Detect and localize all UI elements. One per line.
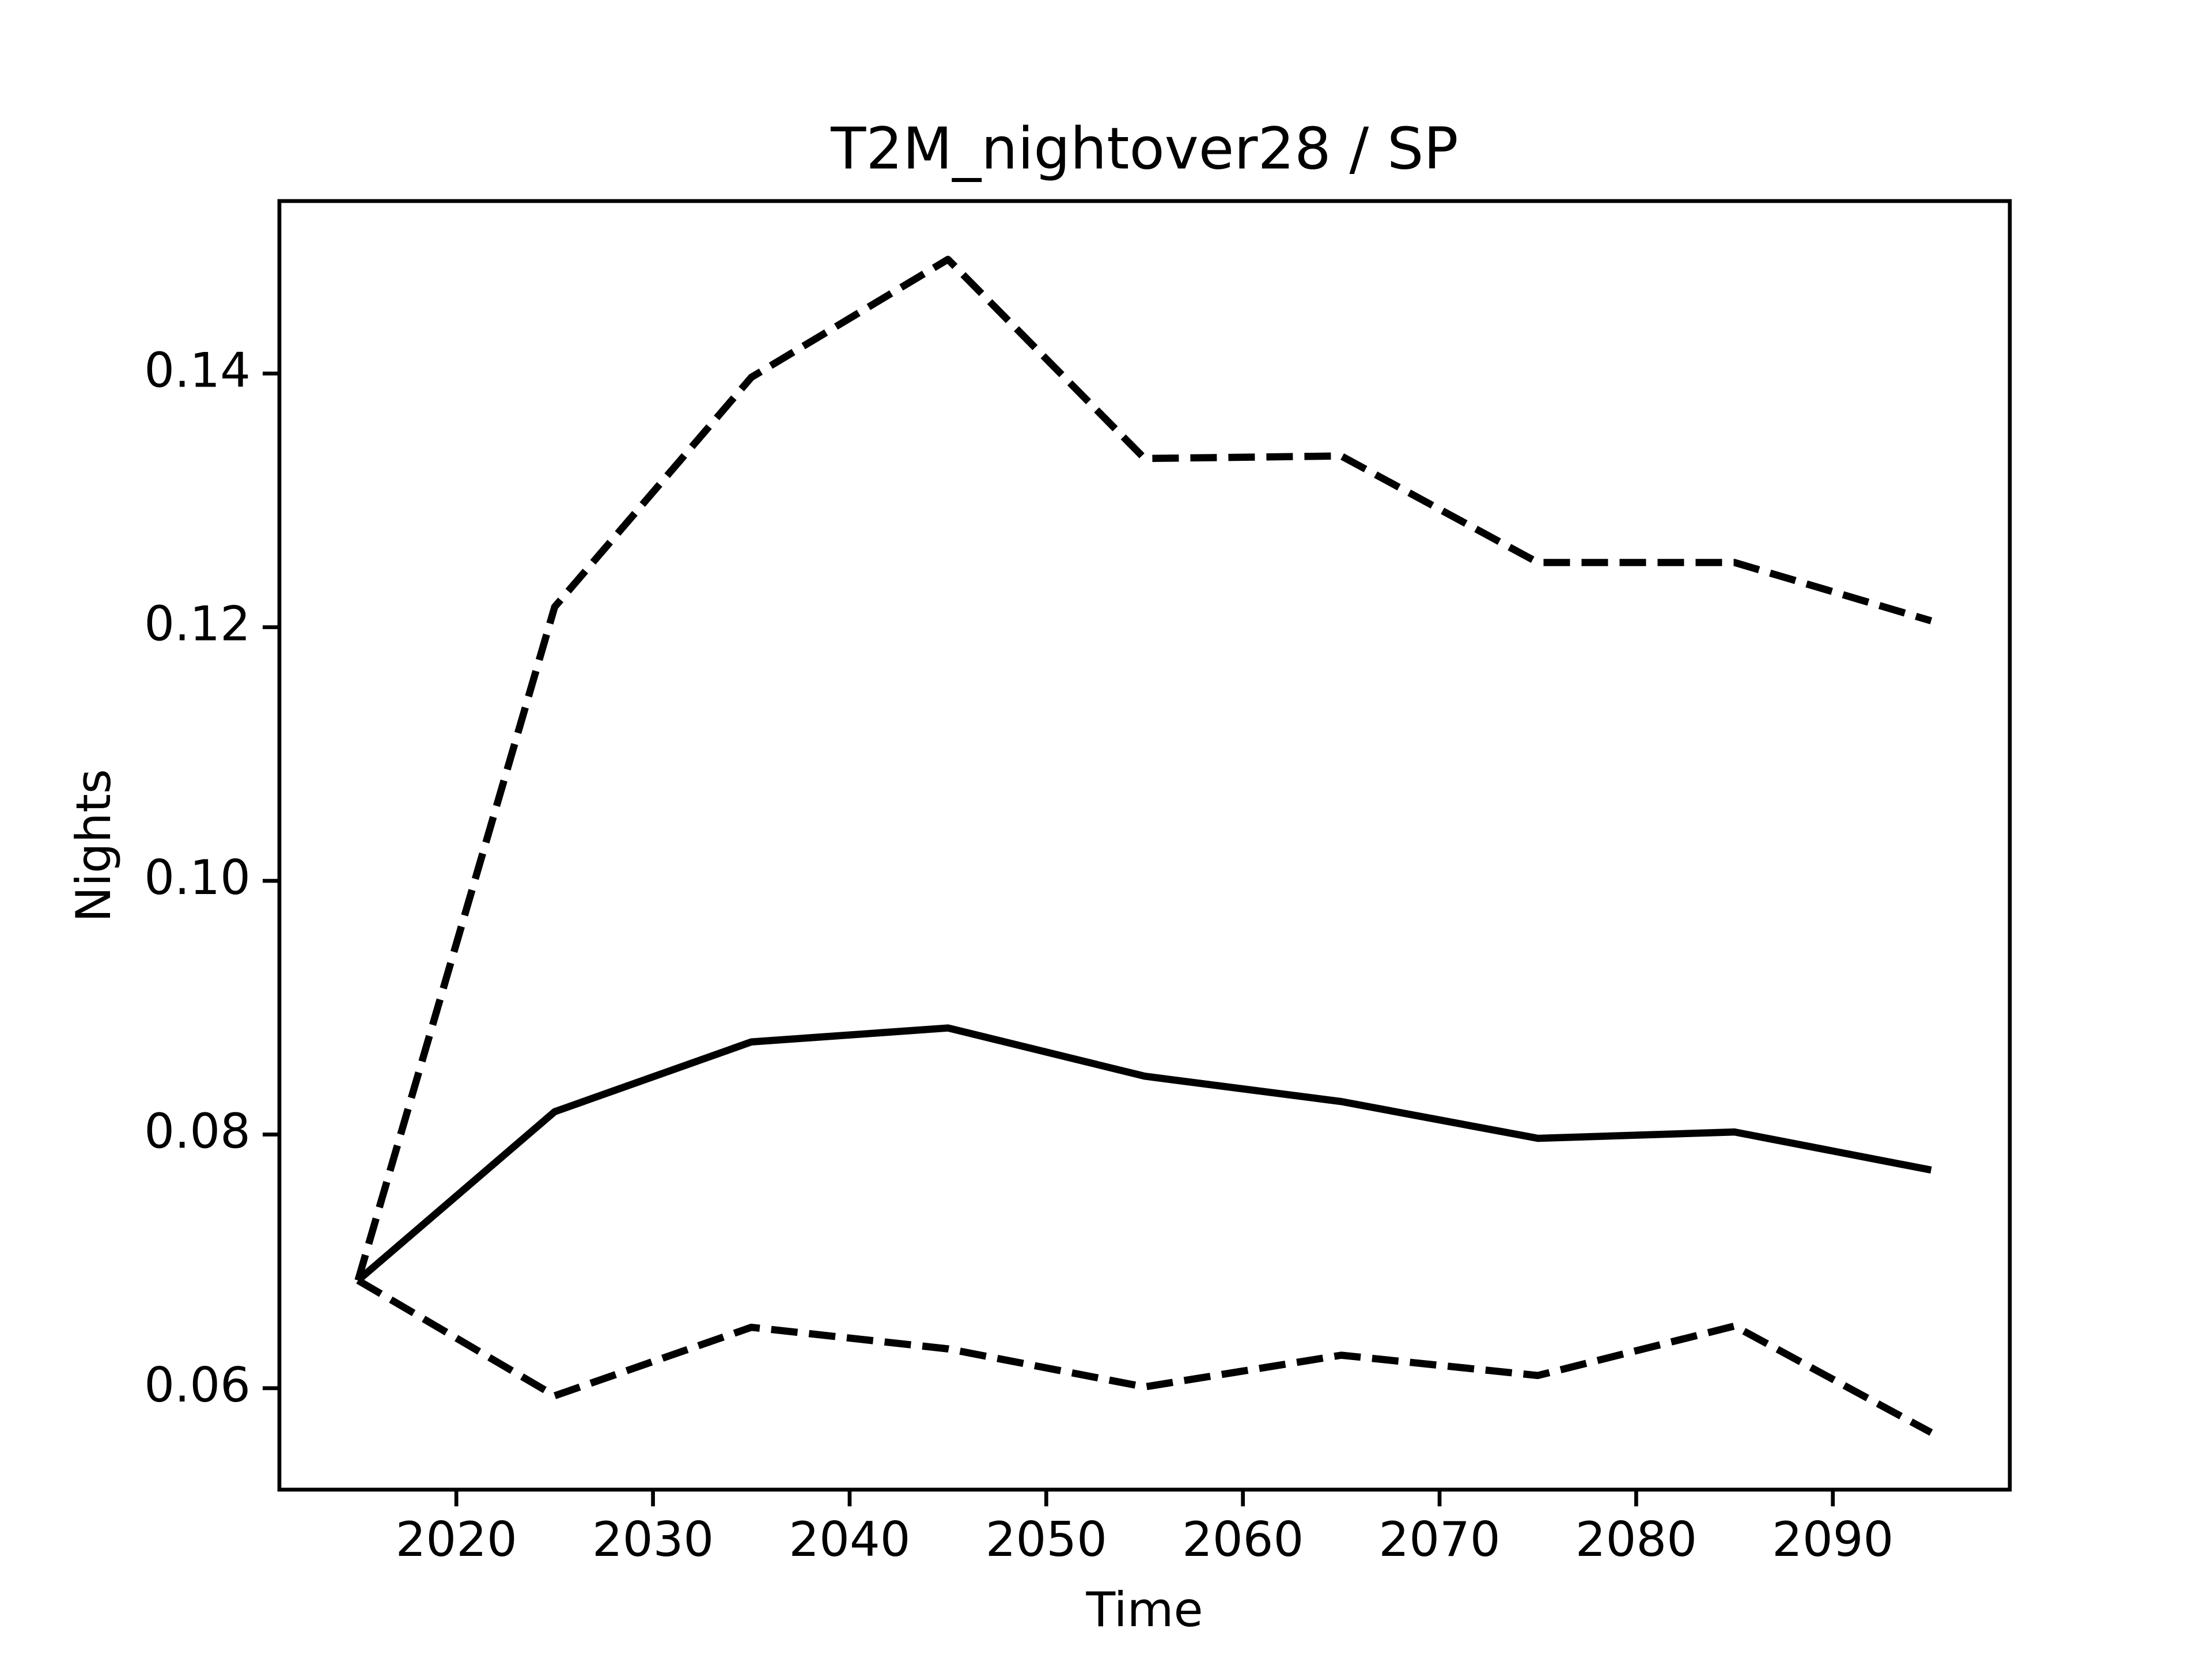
line-series: [355, 1024, 1932, 1283]
x-tick-label: 2050: [986, 1512, 1107, 1567]
x-tick-label: 2040: [789, 1512, 910, 1567]
y-tick-label: 0.06: [144, 1357, 251, 1413]
x-tick-label: 2090: [1772, 1512, 1893, 1567]
x-tick-label: 2080: [1575, 1512, 1697, 1567]
y-axis-label: Nights: [66, 769, 122, 922]
x-tick-label: 2070: [1378, 1512, 1500, 1567]
x-tick-label: 2060: [1182, 1512, 1304, 1567]
y-tick-label: 0.10: [144, 850, 251, 906]
x-tick-label: 2030: [592, 1512, 714, 1567]
chart-title: T2M_nightover28 / SP: [830, 115, 1459, 182]
y-tick-label: 0.14: [144, 342, 251, 398]
plot-frame: [277, 199, 2012, 1492]
y-tick-label: 0.12: [144, 596, 251, 652]
x-axis-label: Time: [1085, 1582, 1203, 1638]
x-tick-label: 2020: [396, 1512, 517, 1567]
y-tick-label: 0.08: [144, 1103, 251, 1159]
line-series: [354, 256, 1933, 1282]
